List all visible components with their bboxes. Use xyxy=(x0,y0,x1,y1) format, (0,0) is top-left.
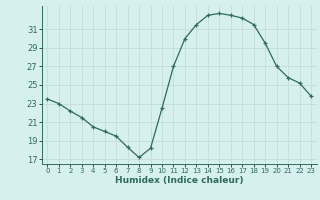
X-axis label: Humidex (Indice chaleur): Humidex (Indice chaleur) xyxy=(115,176,244,185)
